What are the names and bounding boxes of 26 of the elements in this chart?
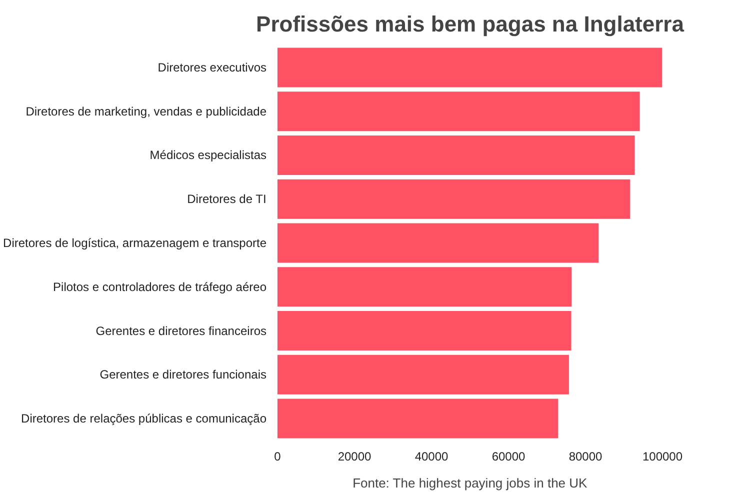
y-tick-label: Gerentes e diretores funcionais: [100, 368, 267, 382]
bar: [278, 267, 572, 307]
x-tick-label: 60000: [492, 450, 526, 464]
y-tick-label: Diretores de TI: [187, 192, 266, 206]
y-tick-label: Médicos especialistas: [150, 148, 266, 162]
bar: [278, 311, 572, 351]
bar: [278, 179, 630, 219]
x-tick-label: 20000: [338, 450, 372, 464]
y-tick-label: Diretores de relações públicas e comunicação: [21, 412, 267, 426]
bar: [278, 223, 599, 263]
x-tick-label: 40000: [414, 450, 449, 464]
bar: [278, 92, 640, 132]
x-tick-label: 80000: [568, 450, 603, 464]
chart-title: Profissões mais bem pagas na Inglaterra: [256, 12, 685, 36]
y-tick-label: Gerentes e diretores financeiros: [96, 324, 267, 338]
x-tick-label: 100000: [642, 450, 683, 464]
x-tick-label: 0: [274, 450, 282, 464]
y-tick-label: Diretores de logística, armazenagem e transporte: [3, 236, 267, 250]
bar: [278, 354, 569, 394]
y-tick-label: Diretores executivos: [158, 60, 267, 74]
bar: [278, 398, 558, 438]
y-tick-label: Diretores de marketing, vendas e publicidade: [26, 104, 267, 118]
y-tick-label: Pilotos e controladores de tráfego aéreo: [53, 280, 267, 294]
bar: [278, 135, 635, 175]
source-note: Fonte: The highest paying jobs in the UK: [352, 476, 588, 490]
bar: [278, 48, 662, 88]
